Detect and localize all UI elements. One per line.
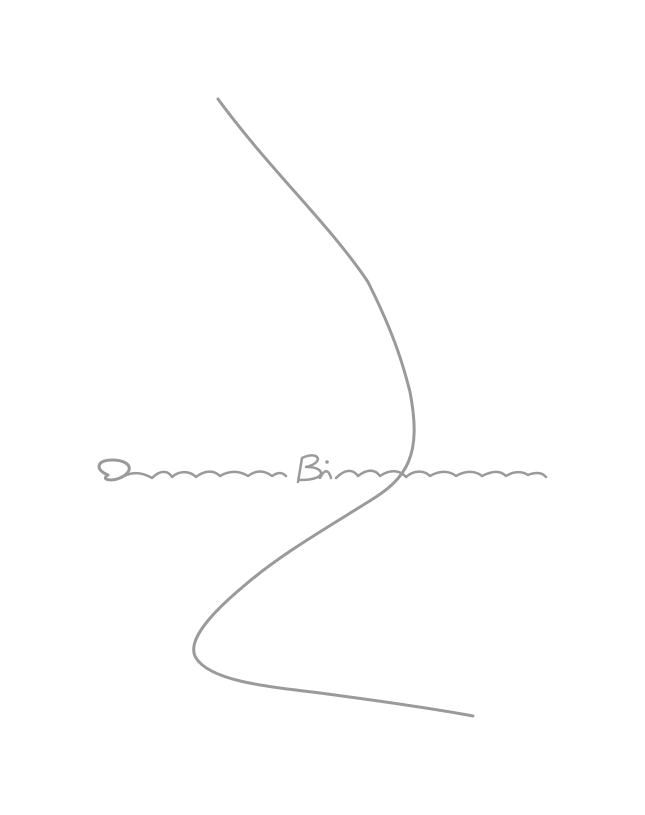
signature-name-strokes	[97, 454, 548, 484]
signature-flourish-line	[192, 97, 475, 718]
